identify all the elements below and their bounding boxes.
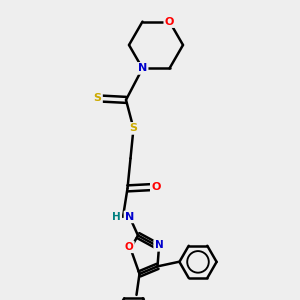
- Text: N: N: [125, 212, 134, 222]
- Text: O: O: [165, 16, 174, 27]
- Text: N: N: [138, 63, 147, 74]
- Text: O: O: [151, 182, 161, 192]
- Text: S: S: [94, 93, 101, 103]
- Text: S: S: [130, 123, 137, 134]
- Text: H: H: [112, 212, 121, 222]
- Text: O: O: [124, 242, 134, 252]
- Text: N: N: [154, 240, 164, 250]
